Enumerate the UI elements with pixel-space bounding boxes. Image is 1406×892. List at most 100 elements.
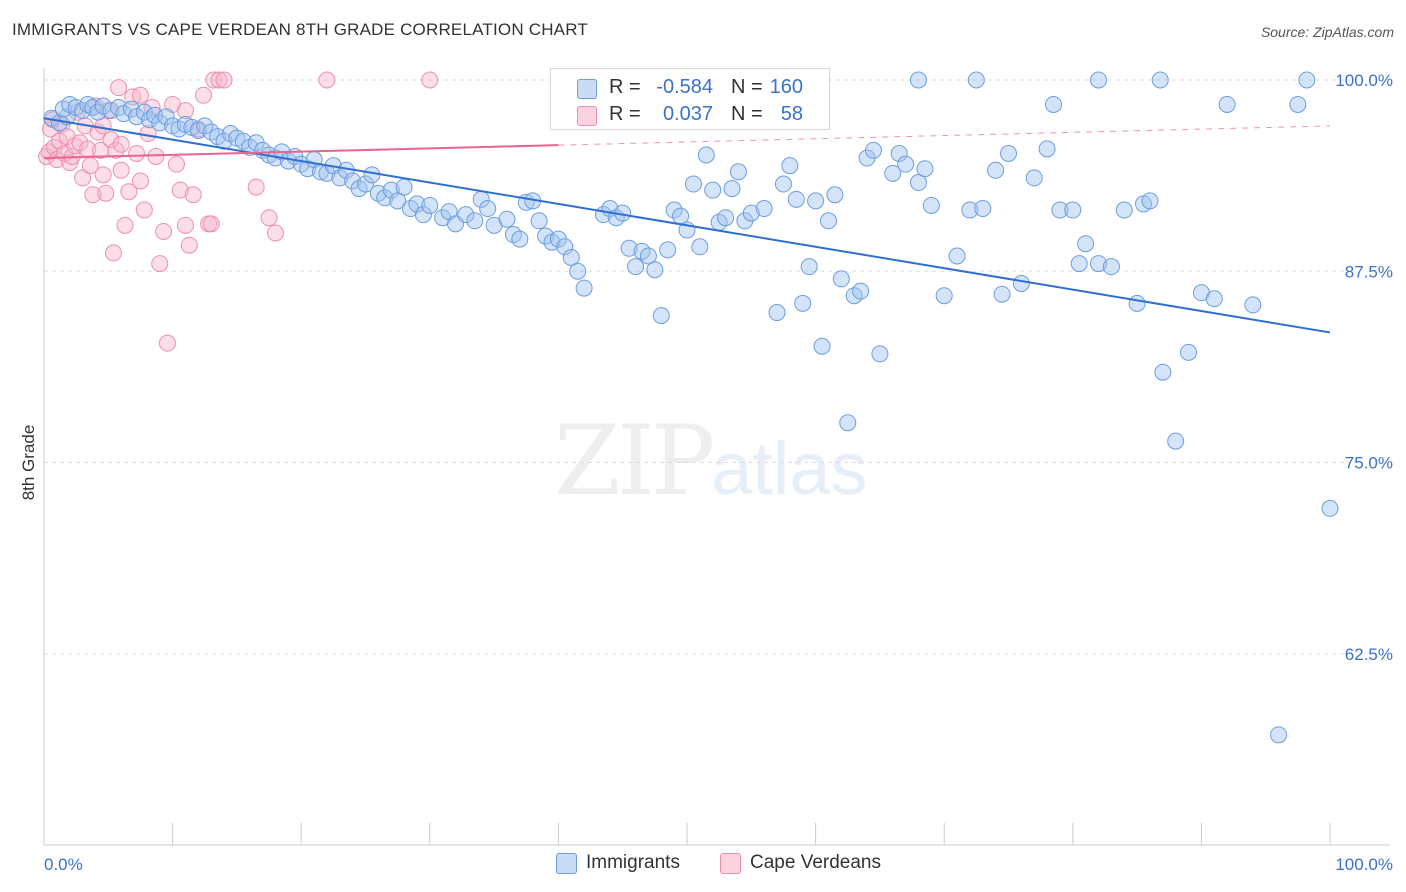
cape-verdeans-point [194,86,212,104]
n-label: N = [731,76,763,98]
immigrants-point [961,201,979,219]
cape-verdeans-point [210,71,228,89]
r-value: -0.584 [656,76,713,98]
immigrants-point [1102,258,1120,276]
immigrants-point [1038,140,1056,158]
cape-verdeans-trend-extension [558,125,1331,146]
cape-verdeans-point [155,222,173,240]
r-value: 0.037 [662,103,713,125]
immigrants-point [537,227,555,245]
immigrants-point [457,206,475,224]
cape-verdeans-point [131,86,149,104]
cape-verdeans-point [131,172,149,190]
immigrants-point [768,304,786,322]
immigrants-point [363,166,381,184]
cape-verdeans-point [266,224,284,242]
immigrants-point [794,294,812,312]
immigrants-point [819,212,837,230]
immigrants-point [575,279,593,297]
immigrants-point [530,212,548,230]
cape-verdeans-point [260,209,278,227]
axis-labels: 62.5% 75.0% 87.5% 100.0% 0.0% 100.0% 8th Grade [19,71,1393,874]
immigrants-point [1270,726,1288,744]
immigrants-point [665,201,683,219]
immigrants-point [852,282,870,300]
immigrants-point [157,108,175,126]
cape-verdeans-point [135,201,153,219]
immigrants-point [299,160,317,178]
immigrants-point [974,200,992,218]
immigrants-point [871,345,889,363]
axis-layer [43,68,1390,846]
cape-verdeans-point [84,186,102,204]
immigrants-point [1012,274,1030,292]
cape-verdeans-point [110,79,128,97]
immigrants-point [755,200,773,218]
cape-verdeans-point [184,186,202,204]
cape-verdeans-point [128,144,146,162]
cape-verdeans-trend-line [43,144,559,160]
immigrants-point [646,261,664,279]
immigrants-point [1090,255,1108,273]
immigrants-point [684,175,702,193]
immigrants-point [421,196,439,214]
watermark-atlas: atlas [711,427,868,510]
cape-verdeans-point [205,71,223,89]
cape-verdeans-point [112,161,130,179]
cape-verdeans-point [158,334,176,352]
cape-verdeans-point [151,255,169,273]
immigrants-point [234,132,252,150]
immigrants-point [884,164,902,182]
immigrants-point [1180,343,1198,361]
y-axis-label: 8th Grade [19,425,38,501]
immigrants-point [909,174,927,192]
immigrants-point [691,238,709,256]
cape-verdeans-point [94,166,112,184]
immigrants-point [1218,95,1236,113]
n-value: 58 [780,103,803,125]
immigrants-point [826,186,844,204]
immigrants-point [1154,363,1172,381]
immigrants-point [800,258,818,276]
cape-verdeans-point [171,181,189,199]
immigrants-point [639,247,657,265]
immigrants-point [1128,294,1146,312]
immigrants-swatch [577,79,597,99]
immigrants-point [1000,144,1017,162]
grid-layer [44,79,1350,655]
immigrants-point [556,238,574,256]
immigrants-legend-label: Immigrants [586,852,680,873]
immigrants-point [357,175,374,193]
immigrants-point [659,241,677,259]
immigrants-point [652,307,670,325]
immigrants-point [479,200,497,218]
immigrants-points [43,71,1339,744]
immigrants-point [1244,296,1262,314]
immigrants-point [909,71,927,89]
immigrants-point [1025,169,1043,187]
immigrants-point [382,181,400,199]
immigrants-point [1321,499,1339,517]
immigrants-point [151,114,169,132]
immigrants-trend-line [43,117,1331,334]
cape-verdeans-point [97,184,115,202]
immigrants-point [1077,235,1095,253]
legend-row-immigrants: R = -0.584 N = 160 [551,73,829,101]
immigrants-point [935,287,953,305]
immigrants-point [704,181,722,199]
immigrants-point [987,161,1005,179]
cape-verdeans-point [92,141,110,159]
immigrants-point [511,230,529,248]
y-tick-label: 87.5% [1345,262,1393,281]
immigrants-point [1141,192,1159,210]
cape-verdeans-point [421,71,439,89]
immigrants-point [140,111,158,129]
immigrants-point [196,117,214,135]
immigrants-point [813,337,831,355]
immigrants-point [627,258,645,276]
immigrants-point [562,248,580,266]
cape-verdeans-legend-swatch [720,853,741,874]
immigrants-point [993,285,1011,303]
cape-verdeans-point [202,215,220,233]
immigrants-point [466,212,484,230]
